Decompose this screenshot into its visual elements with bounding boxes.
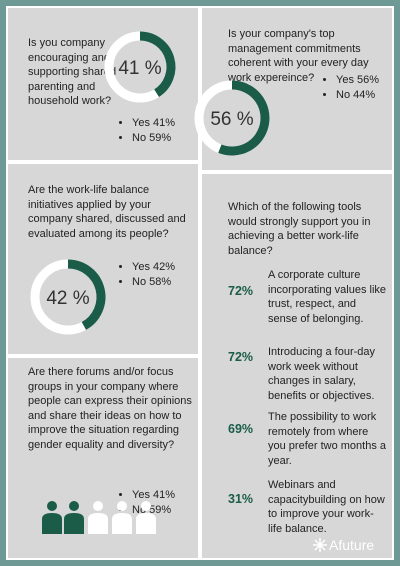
answers: Yes 56% No 44%	[322, 73, 379, 103]
tool-text: A corporate culture incorporating values…	[268, 269, 387, 325]
answer: No 44%	[336, 88, 379, 103]
donut-label: 56 %	[210, 109, 253, 130]
donut-label: 41 %	[118, 58, 161, 79]
percent: 72%	[228, 284, 254, 298]
question: Is your company's top management commitm…	[228, 28, 369, 84]
donut-label: 42 %	[46, 288, 89, 309]
question: Which of the following tools would stron…	[228, 201, 371, 257]
answer: Yes 42%	[132, 260, 175, 275]
people-icons	[42, 501, 156, 534]
tool-text: Introducing a four-day work week without…	[268, 346, 376, 402]
percent: 69%	[228, 422, 254, 436]
answer: Yes 56%	[336, 73, 379, 88]
question: Are the work-life balance initiatives ap…	[28, 184, 186, 240]
question: Is you company encouraging and supportin…	[28, 37, 117, 107]
donut-arc	[218, 80, 270, 156]
answers: Yes 42% No 58%	[118, 260, 175, 290]
panel	[202, 174, 392, 558]
answer: Yes 41%	[132, 116, 175, 131]
tool-text: The possibility to work remotely from wh…	[268, 411, 387, 467]
question: Are there forums and/or focus groups in …	[28, 366, 192, 451]
donut-arc	[67, 259, 106, 330]
percent: 31%	[228, 492, 254, 506]
answer: No 59%	[132, 131, 175, 146]
answer: No 58%	[132, 275, 175, 290]
tool-text: Webinars and capacitybuilding on how to …	[268, 479, 385, 535]
answer: Yes 41%	[132, 488, 175, 503]
donut-arc	[139, 31, 176, 97]
panel	[8, 164, 198, 354]
logo-icon	[313, 538, 327, 552]
logo: Afuture	[329, 537, 374, 553]
percent: 72%	[228, 350, 254, 364]
answers: Yes 41% No 59%	[118, 116, 175, 146]
